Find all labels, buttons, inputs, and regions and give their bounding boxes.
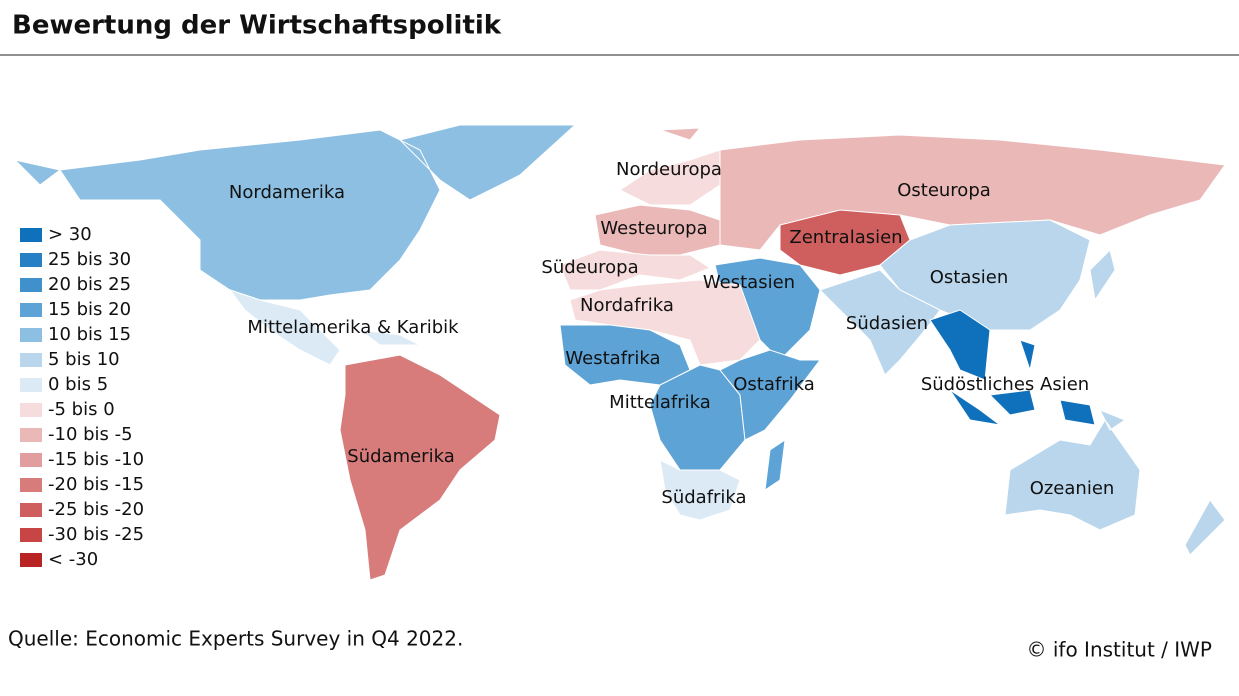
map bbox=[13, 124, 1226, 581]
region-label: Südamerika bbox=[347, 446, 454, 467]
legend-swatch bbox=[20, 378, 42, 392]
region-label: Mittelafrika bbox=[609, 392, 711, 413]
legend: > 30 25 bis 30 20 bis 25 15 bis 20 10 bis 15… bbox=[20, 224, 144, 570]
legend-swatch bbox=[20, 528, 42, 542]
region-label: Ostafrika bbox=[733, 374, 815, 395]
legend-swatch bbox=[20, 403, 42, 417]
region-shape bbox=[228, 289, 421, 366]
legend-swatch bbox=[20, 428, 42, 442]
legend-swatch bbox=[20, 303, 42, 317]
legend-swatch bbox=[20, 478, 42, 492]
region-label: Südasien bbox=[846, 313, 928, 334]
legend-label: 25 bis 30 bbox=[48, 249, 131, 270]
region-label: Westasien bbox=[703, 272, 795, 293]
legend-swatch bbox=[20, 328, 42, 342]
legend-label: -20 bis -15 bbox=[48, 474, 144, 495]
legend-label: 15 bis 20 bbox=[48, 299, 131, 320]
region-label: Nordamerika bbox=[229, 182, 345, 203]
legend-swatch bbox=[20, 228, 42, 242]
legend-label: > 30 bbox=[48, 224, 92, 245]
region-label: Osteuropa bbox=[897, 180, 991, 201]
legend-swatch bbox=[20, 553, 42, 567]
legend-swatch bbox=[20, 278, 42, 292]
region-label: Ostasien bbox=[930, 267, 1009, 288]
region-label: Südeuropa bbox=[541, 257, 638, 278]
copyright: © ifo Institut / IWP bbox=[1027, 638, 1213, 662]
legend-swatch bbox=[20, 453, 42, 467]
legend-label: 10 bis 15 bbox=[48, 324, 131, 345]
region-label: Westeuropa bbox=[600, 218, 707, 239]
source: Quelle: Economic Experts Survey in Q4 20… bbox=[8, 627, 463, 651]
legend-label: -5 bis 0 bbox=[48, 399, 115, 420]
legend-swatch bbox=[20, 353, 42, 367]
legend-label: 20 bis 25 bbox=[48, 274, 131, 295]
region-shape bbox=[339, 354, 501, 581]
legend-label: 0 bis 5 bbox=[48, 374, 108, 395]
region-label: Westafrika bbox=[565, 348, 660, 369]
region-shape bbox=[929, 309, 1096, 426]
legend-label: 5 bis 10 bbox=[48, 349, 120, 370]
region-shape bbox=[1004, 409, 1226, 556]
legend-swatch bbox=[20, 503, 42, 517]
region-shape bbox=[13, 124, 577, 301]
region-label: Nordeuropa bbox=[616, 159, 722, 180]
region-label: Zentralasien bbox=[789, 227, 902, 248]
region-shape bbox=[719, 349, 821, 492]
region-shape bbox=[819, 269, 941, 376]
region-label: Südöstliches Asien bbox=[921, 374, 1089, 395]
region-label: Ozeanien bbox=[1030, 478, 1115, 499]
region-label: Südafrika bbox=[661, 487, 746, 508]
region-shape bbox=[659, 459, 741, 521]
legend-label: -25 bis -20 bbox=[48, 499, 144, 520]
legend-swatch bbox=[20, 253, 42, 267]
region-label: Nordafrika bbox=[580, 295, 674, 316]
legend-label: -15 bis -10 bbox=[48, 449, 144, 470]
legend-label: < -30 bbox=[48, 549, 98, 570]
region-shape bbox=[559, 249, 712, 291]
region-label: Mittelamerika & Karibik bbox=[247, 317, 459, 338]
title: Bewertung der Wirtschaftspolitik bbox=[12, 11, 502, 41]
legend-label: -30 bis -25 bbox=[48, 524, 144, 545]
legend-label: -10 bis -5 bbox=[48, 424, 133, 445]
